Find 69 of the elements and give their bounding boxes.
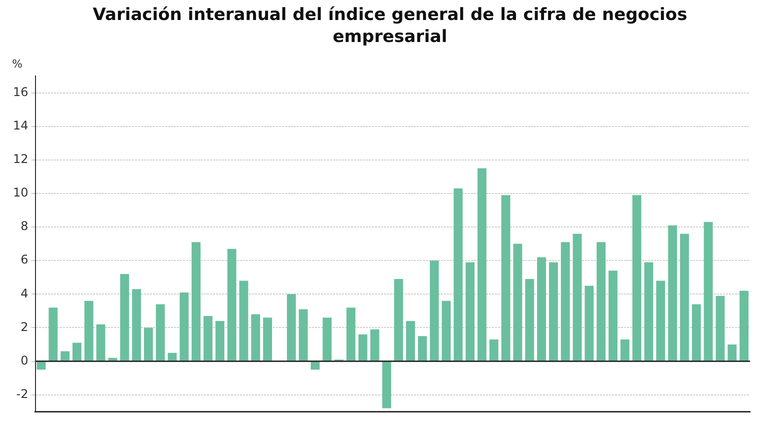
bar [560,242,570,361]
bar [442,300,451,361]
bar [478,168,486,361]
bar [572,234,582,361]
y-axis-title: % [12,57,22,70]
bar [513,244,522,361]
y-tick-label: 8 [20,219,28,234]
bar [548,262,558,361]
bar [60,351,70,361]
bar [620,339,630,361]
bar [692,304,701,361]
bar [204,316,212,361]
y-tick-label: 2 [20,320,28,334]
bar [656,280,666,361]
bar [310,362,320,370]
bar [728,344,737,361]
bar [644,262,654,361]
bar [251,314,260,361]
bar [418,336,427,361]
y-tick-label: 16 [12,84,28,99]
chart-title: Variación interanual del índice general de la cifra de negocios empresarial [92,4,688,48]
bar [668,225,678,361]
bar [454,188,463,361]
bar [680,234,689,361]
bar [537,257,546,361]
bar [96,324,106,361]
y-tick-label: 14 [12,118,28,132]
bar [144,328,153,361]
bar [370,329,380,361]
bar [263,318,272,361]
bar [72,342,82,361]
bar [215,320,224,361]
bar [406,320,415,361]
bar [120,274,130,361]
bar [608,270,618,361]
bar [489,339,498,361]
bar [704,222,713,361]
y-tick-label: -2 [16,386,28,401]
bar [596,242,606,361]
bar [84,300,94,361]
y-tick-label: 0 [20,353,28,368]
bar [36,362,46,370]
bar [168,352,177,361]
bar [394,279,404,361]
bar [632,195,642,361]
bar [156,304,165,361]
bar [48,308,58,361]
y-tick-label: 6 [20,252,28,267]
bar [740,290,749,361]
bar [525,279,534,361]
bar [180,292,189,361]
bar [298,309,308,361]
bar [192,242,201,361]
y-tick-label: 12 [12,152,28,166]
bar [286,294,296,361]
bar [501,195,510,361]
bar [239,280,248,361]
y-tick-label: 10 [12,186,28,200]
y-tick-label: 4 [20,286,28,300]
bar [716,296,725,361]
bar [584,286,594,361]
bar [382,362,392,408]
bar [346,308,356,361]
bar [358,334,368,361]
bar [466,262,475,361]
bar [430,260,439,361]
bar [322,318,332,361]
bar [132,289,141,361]
bar [227,248,236,361]
